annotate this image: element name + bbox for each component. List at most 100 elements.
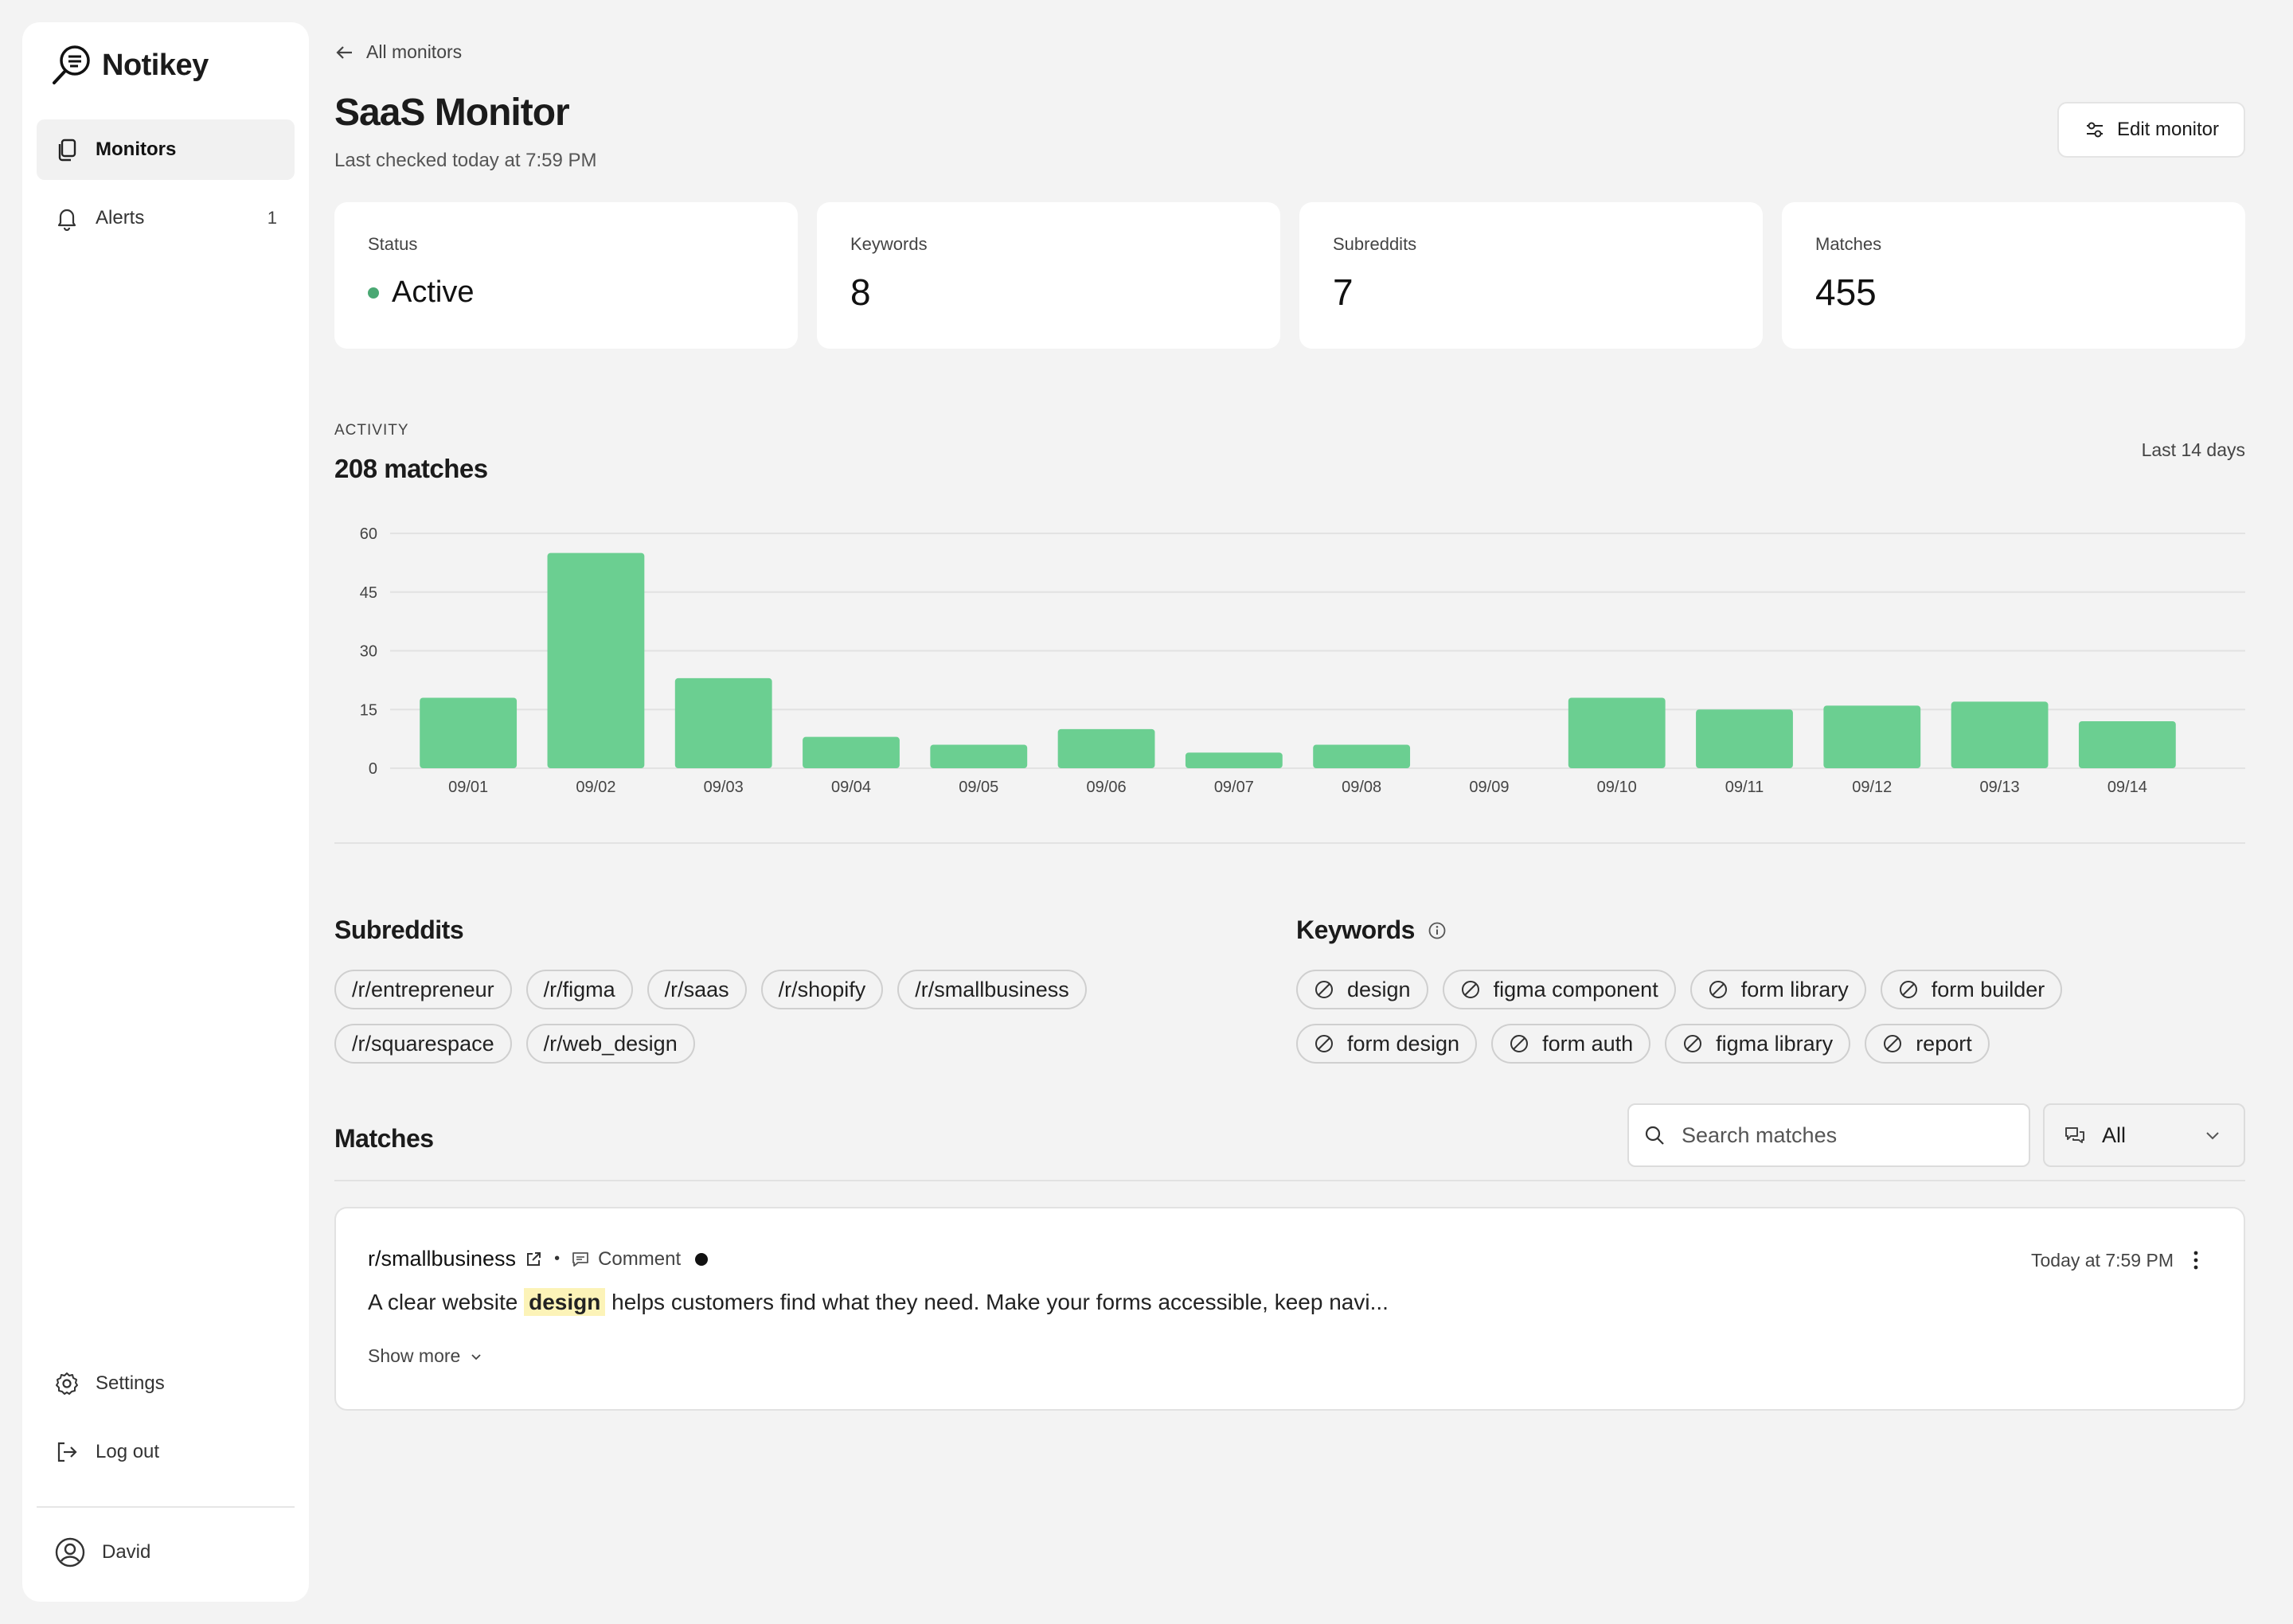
sidebar-item-monitors[interactable]: Monitors — [37, 119, 295, 180]
bar-09/04 — [803, 736, 900, 768]
sidebar-item-settings[interactable]: Settings — [37, 1353, 295, 1414]
alerts-count-badge: 1 — [267, 208, 277, 228]
sidebar-item-label: Settings — [96, 1372, 165, 1394]
edit-monitor-button[interactable]: Edit monitor — [2057, 102, 2245, 158]
x-tick-label: 09/02 — [576, 779, 615, 796]
show-more-label: Show more — [368, 1345, 461, 1366]
stat-label: Keywords — [850, 234, 928, 254]
subreddit-chip[interactable]: /r/saas — [646, 970, 747, 1009]
chevron-down-icon — [471, 1353, 481, 1360]
keyword-chip[interactable]: form design — [1296, 1024, 1478, 1064]
sidebar-item-logout[interactable]: Log out — [37, 1422, 295, 1482]
match-subreddit[interactable]: r/smallbusiness — [368, 1247, 517, 1271]
subreddit-chip[interactable]: /r/squarespace — [334, 1024, 512, 1064]
no-entry-icon — [1461, 981, 1479, 998]
stat-label: Matches — [1815, 234, 1882, 254]
subreddit-chip[interactable]: /r/figma — [525, 970, 633, 1009]
match-type-filter[interactable]: All — [2043, 1103, 2245, 1167]
subreddit-chip-label: /r/squarespace — [352, 1031, 494, 1056]
x-tick-label: 09/01 — [448, 779, 488, 796]
keyword-chip-label: figma library — [1716, 1031, 1834, 1056]
match-text: A clear website design helps customers f… — [368, 1288, 1389, 1316]
unread-dot — [695, 1252, 709, 1266]
keyword-chips: design figma component form library form bu… — [1296, 970, 2245, 1064]
back-link[interactable]: All monitors — [334, 41, 462, 63]
brand[interactable]: Notikey — [51, 43, 209, 88]
bar-09/03 — [674, 677, 772, 768]
matches-title: Matches — [334, 1124, 434, 1153]
keyword-chip[interactable]: design — [1296, 970, 1428, 1009]
stat-card-status: Status Active — [334, 202, 798, 349]
more-vertical-icon[interactable] — [2186, 1248, 2205, 1272]
activity-bar-chart: 0 15 30 45 60 09/01 09/02 09/03 09/04 09/05 09/06 0… — [360, 525, 2245, 796]
keyword-chip-label: report — [1916, 1031, 1972, 1056]
subreddit-chip-label: /r/entrepreneur — [352, 977, 494, 1001]
search-matches-input[interactable] — [1682, 1122, 2000, 1148]
show-more-button[interactable]: Show more — [368, 1345, 484, 1367]
bar-09/13 — [1951, 701, 2049, 768]
chat-icon — [2065, 1127, 2084, 1143]
keyword-chip[interactable]: report — [1865, 1024, 1990, 1064]
bar-09/14 — [2078, 721, 2176, 768]
sidebar-item-label: Monitors — [96, 139, 177, 160]
keyword-chip[interactable]: form auth — [1491, 1024, 1651, 1064]
bar-09/08 — [1313, 744, 1411, 768]
keywords-title-row: Keywords — [1296, 915, 1447, 945]
copy-icon — [58, 139, 76, 162]
keywords-title: Keywords — [1296, 915, 1415, 944]
search-matches-field[interactable] — [1627, 1103, 2030, 1167]
page-title: SaaS Monitor — [334, 92, 570, 134]
sidebar: Notikey Monitors Alerts 1 Settings Log o… — [22, 22, 309, 1602]
bell-icon — [57, 209, 76, 231]
match-card[interactable]: r/smallbusiness • Comment Today at 7:59 … — [334, 1207, 2245, 1411]
y-tick-label: 60 — [360, 525, 377, 543]
bar-09/07 — [1185, 752, 1283, 768]
last-checked-text: Last checked today at 7:59 PM — [334, 150, 597, 171]
subreddit-chip[interactable]: /r/web_design — [525, 1024, 695, 1064]
keyword-chip-label: form library — [1740, 977, 1849, 1001]
date-range-label: Last 14 days — [2141, 439, 2245, 460]
bar-09/11 — [1696, 709, 1793, 768]
x-tick-label: 09/11 — [1725, 779, 1764, 796]
keyword-chip[interactable]: form builder — [1880, 970, 2063, 1009]
sliders-icon — [2086, 122, 2103, 138]
keyword-chip[interactable]: figma component — [1442, 970, 1676, 1009]
bar-09/01 — [420, 697, 518, 768]
x-tick-label: 09/03 — [704, 779, 744, 796]
subreddit-chip[interactable]: /r/smallbusiness — [897, 970, 1087, 1009]
stat-card-keywords: Keywords 8 — [817, 202, 1280, 349]
no-entry-icon — [1884, 1035, 1902, 1052]
x-tick-label: 09/10 — [1597, 779, 1637, 796]
sidebar-item-alerts[interactable]: Alerts 1 — [37, 188, 295, 248]
info-icon[interactable] — [1428, 921, 1447, 940]
sidebar-item-label: Log out — [96, 1441, 160, 1462]
user-profile[interactable]: David — [37, 1522, 295, 1583]
subreddit-chip-label: /r/figma — [543, 977, 615, 1001]
subreddit-chips: /r/entrepreneur/r/figma/r/saas/r/shopify… — [334, 970, 1274, 1064]
search-icon — [1645, 1126, 1664, 1145]
brand-name: Notikey — [102, 48, 209, 82]
stat-label: Status — [368, 234, 418, 254]
subreddit-chip[interactable]: /r/shopify — [760, 970, 884, 1009]
external-link-icon[interactable] — [524, 1250, 543, 1269]
match-text-after: helps customers find what they need. Mak… — [605, 1290, 1389, 1314]
subreddits-title: Subreddits — [334, 915, 464, 944]
subreddit-chip[interactable]: /r/entrepreneur — [334, 970, 512, 1009]
keyword-chip[interactable]: form library — [1689, 970, 1866, 1009]
gear-icon — [56, 1372, 78, 1395]
magnifier-logo-icon — [53, 45, 90, 84]
matches-divider — [334, 1180, 2245, 1181]
x-tick-label: 09/14 — [2107, 779, 2147, 796]
x-tick-label: 09/05 — [959, 779, 998, 796]
keyword-chip-label: figma component — [1493, 977, 1658, 1001]
x-tick-label: 09/08 — [1342, 779, 1381, 796]
stat-card-matches: Matches 455 — [1782, 202, 2245, 349]
subreddit-chip-label: /r/saas — [664, 977, 729, 1001]
separator-dot: • — [554, 1250, 561, 1267]
x-tick-label: 09/13 — [1980, 779, 2020, 796]
keyword-chip[interactable]: figma library — [1665, 1024, 1851, 1064]
y-tick-label: 45 — [360, 584, 377, 602]
stat-value: 455 — [1815, 271, 1877, 313]
section-divider — [334, 842, 2245, 844]
edit-monitor-label: Edit monitor — [2116, 119, 2220, 140]
